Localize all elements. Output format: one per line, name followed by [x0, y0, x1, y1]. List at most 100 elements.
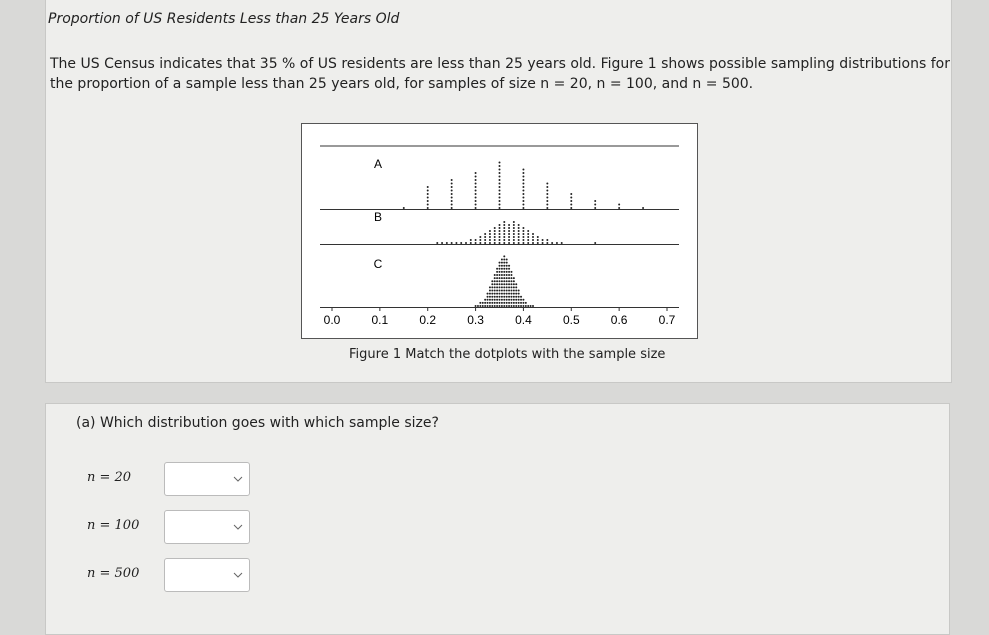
- dot: [522, 172, 525, 174]
- dot: [618, 207, 621, 209]
- dot: [508, 227, 511, 229]
- dot: [508, 301, 511, 304]
- dot-stack: [527, 305, 530, 307]
- dot: [541, 242, 544, 244]
- dot: [488, 295, 491, 298]
- dot-stack: [517, 224, 520, 244]
- dot-stack: [484, 298, 487, 307]
- chevron: [233, 524, 243, 530]
- dot: [527, 242, 530, 244]
- dot: [426, 189, 429, 192]
- dot: [500, 261, 503, 264]
- dot-stack: [541, 239, 544, 244]
- dot-stack: [515, 283, 518, 307]
- dot: [493, 230, 496, 232]
- dot: [491, 286, 494, 289]
- dot-stack: [510, 270, 513, 307]
- dot: [510, 280, 513, 283]
- dot: [510, 298, 513, 301]
- dot: [484, 242, 487, 244]
- dot: [500, 298, 503, 301]
- dot: [546, 239, 549, 241]
- dot: [508, 295, 511, 298]
- dot: [491, 280, 494, 283]
- dot: [426, 207, 429, 209]
- dot: [493, 277, 496, 280]
- answer-select[interactable]: [164, 510, 250, 544]
- chevron: [233, 572, 243, 578]
- dot: [500, 286, 503, 289]
- dot: [512, 277, 515, 280]
- dot: [488, 286, 491, 289]
- dot: [496, 274, 499, 276]
- dot: [527, 305, 530, 307]
- dot: [441, 242, 444, 244]
- answer-select[interactable]: [164, 462, 250, 496]
- x-tick-label: 0.7: [659, 313, 676, 327]
- dot: [512, 280, 515, 283]
- dot: [503, 283, 506, 286]
- dot: [484, 233, 487, 235]
- dot: [505, 305, 508, 307]
- dot: [493, 283, 496, 286]
- dot: [445, 242, 448, 244]
- x-tick-label: 0.0: [324, 313, 341, 327]
- dot: [532, 239, 534, 241]
- dot-stack: [426, 186, 429, 209]
- dot: [508, 236, 511, 238]
- dot: [510, 289, 513, 292]
- dot: [493, 298, 496, 301]
- dot: [498, 261, 501, 264]
- dot: [498, 186, 501, 188]
- dot: [450, 179, 453, 181]
- dot: [536, 239, 539, 241]
- dot: [508, 277, 511, 280]
- dot: [505, 261, 508, 264]
- dot: [474, 196, 477, 199]
- dot: [498, 189, 501, 192]
- panel-label: C: [374, 257, 383, 271]
- dot: [520, 298, 523, 301]
- dot: [594, 207, 597, 209]
- dot: [488, 230, 491, 232]
- dot-stack: [529, 305, 532, 307]
- x-tick-label: 0.4: [515, 313, 532, 327]
- dot: [493, 289, 496, 292]
- dot: [503, 274, 506, 276]
- dot: [498, 179, 501, 181]
- dot: [476, 305, 479, 307]
- dot-stack: [493, 274, 496, 307]
- dot: [474, 189, 477, 192]
- dot-stack: [594, 200, 597, 209]
- dot: [522, 168, 525, 171]
- dot: [508, 264, 511, 267]
- dot: [481, 301, 484, 304]
- dot: [642, 207, 645, 209]
- dot: [498, 193, 501, 195]
- dot: [498, 203, 501, 206]
- dot: [532, 233, 534, 235]
- dot: [522, 186, 525, 188]
- dot: [517, 305, 520, 307]
- dot: [498, 289, 501, 292]
- dot: [524, 301, 527, 304]
- dot: [512, 227, 515, 229]
- dot: [484, 305, 487, 307]
- dot: [522, 298, 525, 301]
- dot: [527, 236, 530, 238]
- dot: [498, 161, 501, 164]
- dot: [529, 305, 532, 307]
- dot: [486, 292, 489, 295]
- dot: [517, 236, 520, 238]
- dot: [491, 301, 494, 304]
- answer-select[interactable]: [164, 558, 250, 592]
- dot: [508, 224, 511, 226]
- dot: [570, 196, 573, 199]
- row-label: n = 100: [87, 518, 140, 533]
- dot: [498, 168, 501, 171]
- dot: [517, 292, 520, 295]
- dot: [503, 230, 506, 232]
- dot: [503, 221, 506, 223]
- dot: [508, 298, 511, 301]
- dot: [503, 227, 506, 229]
